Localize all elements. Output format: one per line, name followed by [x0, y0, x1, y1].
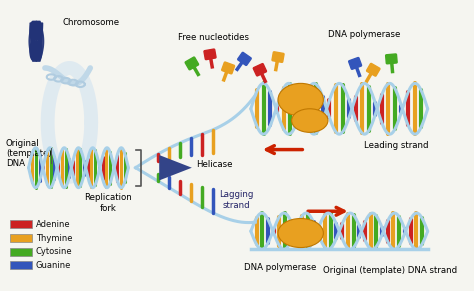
Polygon shape	[30, 42, 36, 60]
Text: Free nucleotides: Free nucleotides	[178, 33, 249, 42]
Text: Original
(template)
DNA: Original (template) DNA	[6, 139, 52, 168]
FancyBboxPatch shape	[253, 64, 266, 76]
Polygon shape	[159, 155, 192, 180]
Ellipse shape	[292, 109, 328, 132]
FancyBboxPatch shape	[272, 52, 284, 62]
Polygon shape	[36, 22, 42, 40]
Text: Helicase: Helicase	[196, 160, 233, 169]
Bar	[10, 261, 32, 269]
FancyBboxPatch shape	[185, 57, 199, 70]
Text: Replication
fork: Replication fork	[84, 193, 132, 212]
Text: Lagging
strand: Lagging strand	[219, 190, 254, 210]
FancyBboxPatch shape	[349, 58, 362, 69]
Text: Thymine: Thymine	[36, 233, 73, 242]
Bar	[10, 248, 32, 256]
Polygon shape	[36, 42, 42, 60]
Text: Leading strand: Leading strand	[364, 141, 428, 150]
FancyBboxPatch shape	[386, 54, 397, 64]
Text: DNA polymerase: DNA polymerase	[245, 263, 317, 272]
FancyBboxPatch shape	[366, 63, 380, 76]
Text: DNA polymerase: DNA polymerase	[328, 30, 400, 39]
Text: Guanine: Guanine	[36, 261, 71, 270]
Bar	[10, 220, 32, 228]
Polygon shape	[30, 22, 36, 40]
Text: Cytosine: Cytosine	[36, 247, 73, 256]
FancyBboxPatch shape	[237, 52, 251, 65]
Text: Original (template) DNA strand: Original (template) DNA strand	[323, 266, 457, 275]
Ellipse shape	[278, 219, 323, 248]
FancyBboxPatch shape	[222, 62, 235, 74]
Text: Chromosome: Chromosome	[62, 18, 119, 27]
Ellipse shape	[278, 83, 323, 116]
FancyBboxPatch shape	[204, 49, 216, 60]
Bar	[10, 234, 32, 242]
Text: Adenine: Adenine	[36, 220, 71, 229]
